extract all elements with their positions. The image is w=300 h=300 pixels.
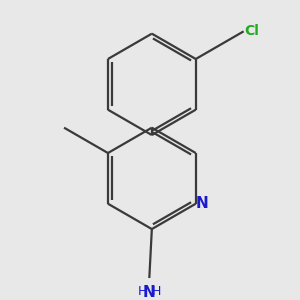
Text: H: H xyxy=(151,285,161,298)
Text: Cl: Cl xyxy=(245,24,260,38)
Text: N: N xyxy=(143,285,155,300)
Text: H: H xyxy=(137,285,147,298)
Text: N: N xyxy=(196,196,208,211)
